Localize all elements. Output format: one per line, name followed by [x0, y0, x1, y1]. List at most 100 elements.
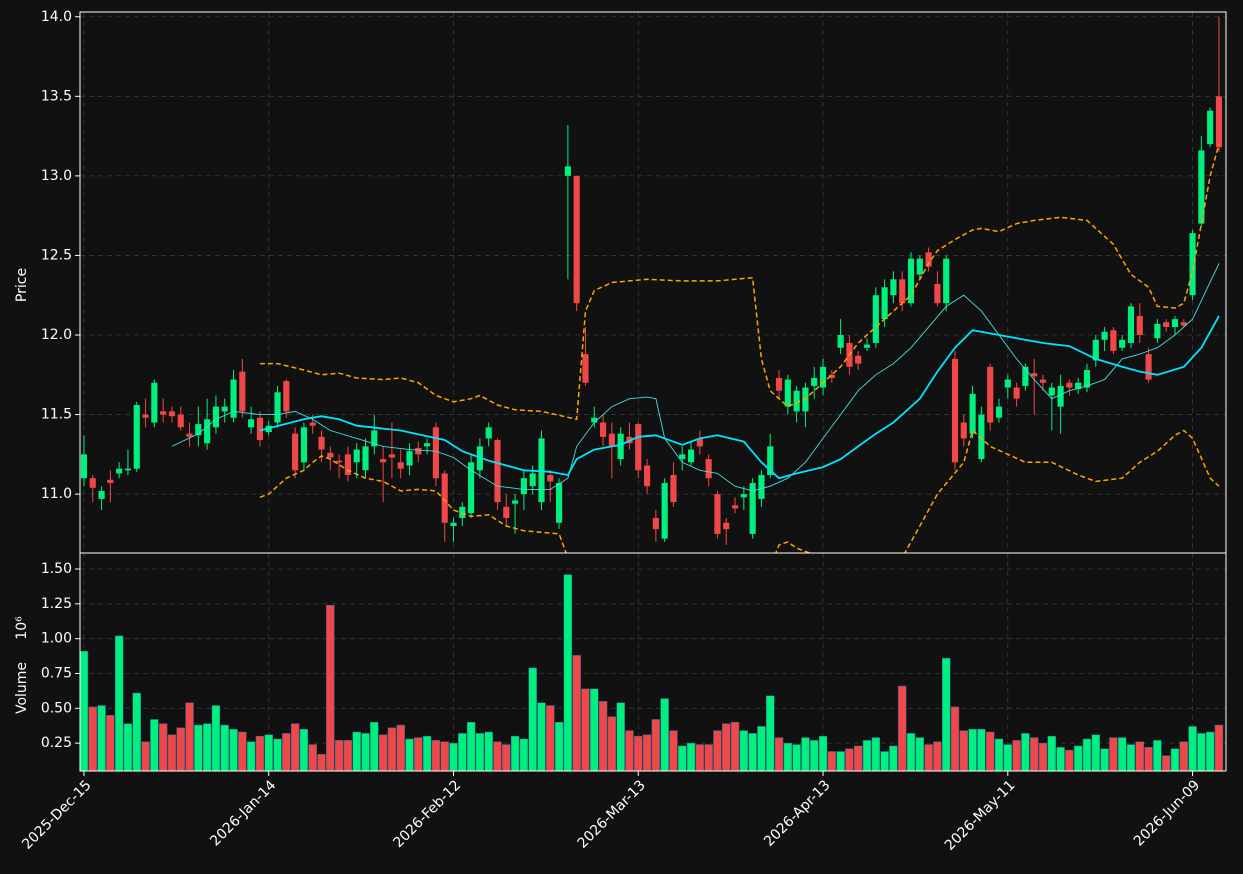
price-tick-label: 12.5 — [41, 247, 72, 263]
candle-body — [520, 478, 527, 495]
candle-body — [300, 427, 308, 463]
volume-bar — [836, 751, 845, 771]
candle-body — [784, 379, 791, 407]
candle-body — [336, 460, 343, 463]
price-tick-label: 13.0 — [41, 168, 72, 184]
candle-body — [371, 430, 378, 447]
candle-body — [1022, 366, 1029, 386]
candle-body — [80, 454, 88, 479]
candle-body — [828, 374, 835, 378]
volume-bar — [1197, 733, 1206, 771]
volume-bar — [924, 744, 933, 771]
volume-bar — [1170, 748, 1180, 771]
volume-bar — [361, 733, 370, 771]
candle-body — [679, 454, 686, 460]
volume-bar — [458, 733, 467, 771]
volume-bar — [466, 721, 476, 771]
volume-bar — [132, 692, 141, 771]
candle-body — [344, 454, 351, 476]
candle-body — [1119, 339, 1126, 348]
candle-body — [1101, 331, 1108, 340]
candle-body — [107, 479, 114, 483]
volume-bar — [625, 730, 634, 771]
volume-bar — [810, 740, 819, 771]
candle-body — [168, 411, 176, 417]
candle-body — [740, 494, 747, 498]
volume-bar — [818, 735, 828, 771]
candle-body — [309, 422, 316, 426]
candle-body — [951, 358, 959, 463]
candle-body — [1048, 387, 1055, 396]
volume-tick-label: 0.25 — [41, 735, 72, 751]
volume-bar — [748, 733, 757, 771]
price-tick-label: 14.0 — [41, 9, 72, 25]
volume-bar — [1003, 744, 1013, 771]
volume-bar — [282, 733, 291, 771]
volume-tick-label: 1.50 — [41, 561, 72, 577]
candle-body — [661, 482, 668, 539]
volume-bar — [730, 721, 740, 771]
volume-bar — [933, 741, 942, 771]
candle-body — [767, 446, 774, 476]
candle-body — [1013, 387, 1020, 399]
volume-bar — [1205, 731, 1215, 771]
volume-bar — [1144, 747, 1153, 771]
price-tick-label: 13.5 — [41, 88, 72, 104]
volume-bar — [774, 737, 784, 771]
volume-bar — [194, 724, 203, 771]
candle-body — [1171, 319, 1179, 328]
volume-bar — [607, 716, 617, 771]
volume-bar — [440, 741, 449, 771]
volume-bar — [387, 727, 397, 771]
candle-body — [494, 440, 501, 503]
volume-bar — [977, 728, 986, 771]
volume-bar — [510, 735, 520, 771]
candle-body — [564, 166, 571, 176]
volume-bar — [484, 731, 493, 771]
candle-body — [960, 422, 967, 439]
volume-bar — [1126, 744, 1136, 771]
volume-bar — [1082, 738, 1092, 771]
volume-tick-label: 0.75 — [41, 665, 72, 681]
volume-bar — [660, 698, 669, 771]
volume-bar — [80, 650, 89, 771]
candle-body — [362, 446, 369, 471]
volume-bar — [1117, 737, 1127, 771]
volume-bar — [704, 744, 713, 771]
candle-body — [424, 443, 431, 447]
volume-offset-label: 10⁶ — [14, 616, 30, 640]
price-tick-label: 11.0 — [41, 486, 72, 502]
volume-bar — [1073, 745, 1083, 771]
volume-bar — [845, 748, 854, 771]
volume-bar — [862, 740, 872, 771]
volume-bar — [449, 742, 458, 771]
candle-body — [1066, 382, 1073, 388]
candle-body — [670, 475, 677, 503]
candle-body — [758, 475, 765, 499]
volume-bar — [343, 740, 353, 771]
volume-bar — [1109, 737, 1118, 771]
candle-body — [635, 424, 642, 471]
volume-bar — [959, 730, 969, 771]
candle-body — [397, 462, 404, 469]
candle-body — [1057, 385, 1064, 407]
candle-body — [353, 449, 360, 463]
volume-bar — [642, 734, 652, 771]
volume-bar — [299, 728, 309, 771]
candle-body — [1075, 382, 1082, 390]
volume-bar — [202, 723, 212, 771]
volume-bar — [88, 706, 97, 771]
candle-body — [652, 517, 659, 530]
volume-bar — [941, 657, 951, 771]
candle-body — [1092, 339, 1099, 361]
volume-bar — [906, 733, 916, 771]
candle-body — [160, 411, 167, 415]
volume-bar — [176, 727, 185, 771]
volume-bar — [854, 745, 863, 771]
candle-body — [432, 427, 439, 479]
candle-body — [811, 377, 818, 386]
volume-bar — [669, 730, 678, 771]
price-axis-label: Price — [14, 268, 30, 302]
volume-bar — [827, 751, 837, 771]
overlay-line — [259, 143, 1220, 421]
